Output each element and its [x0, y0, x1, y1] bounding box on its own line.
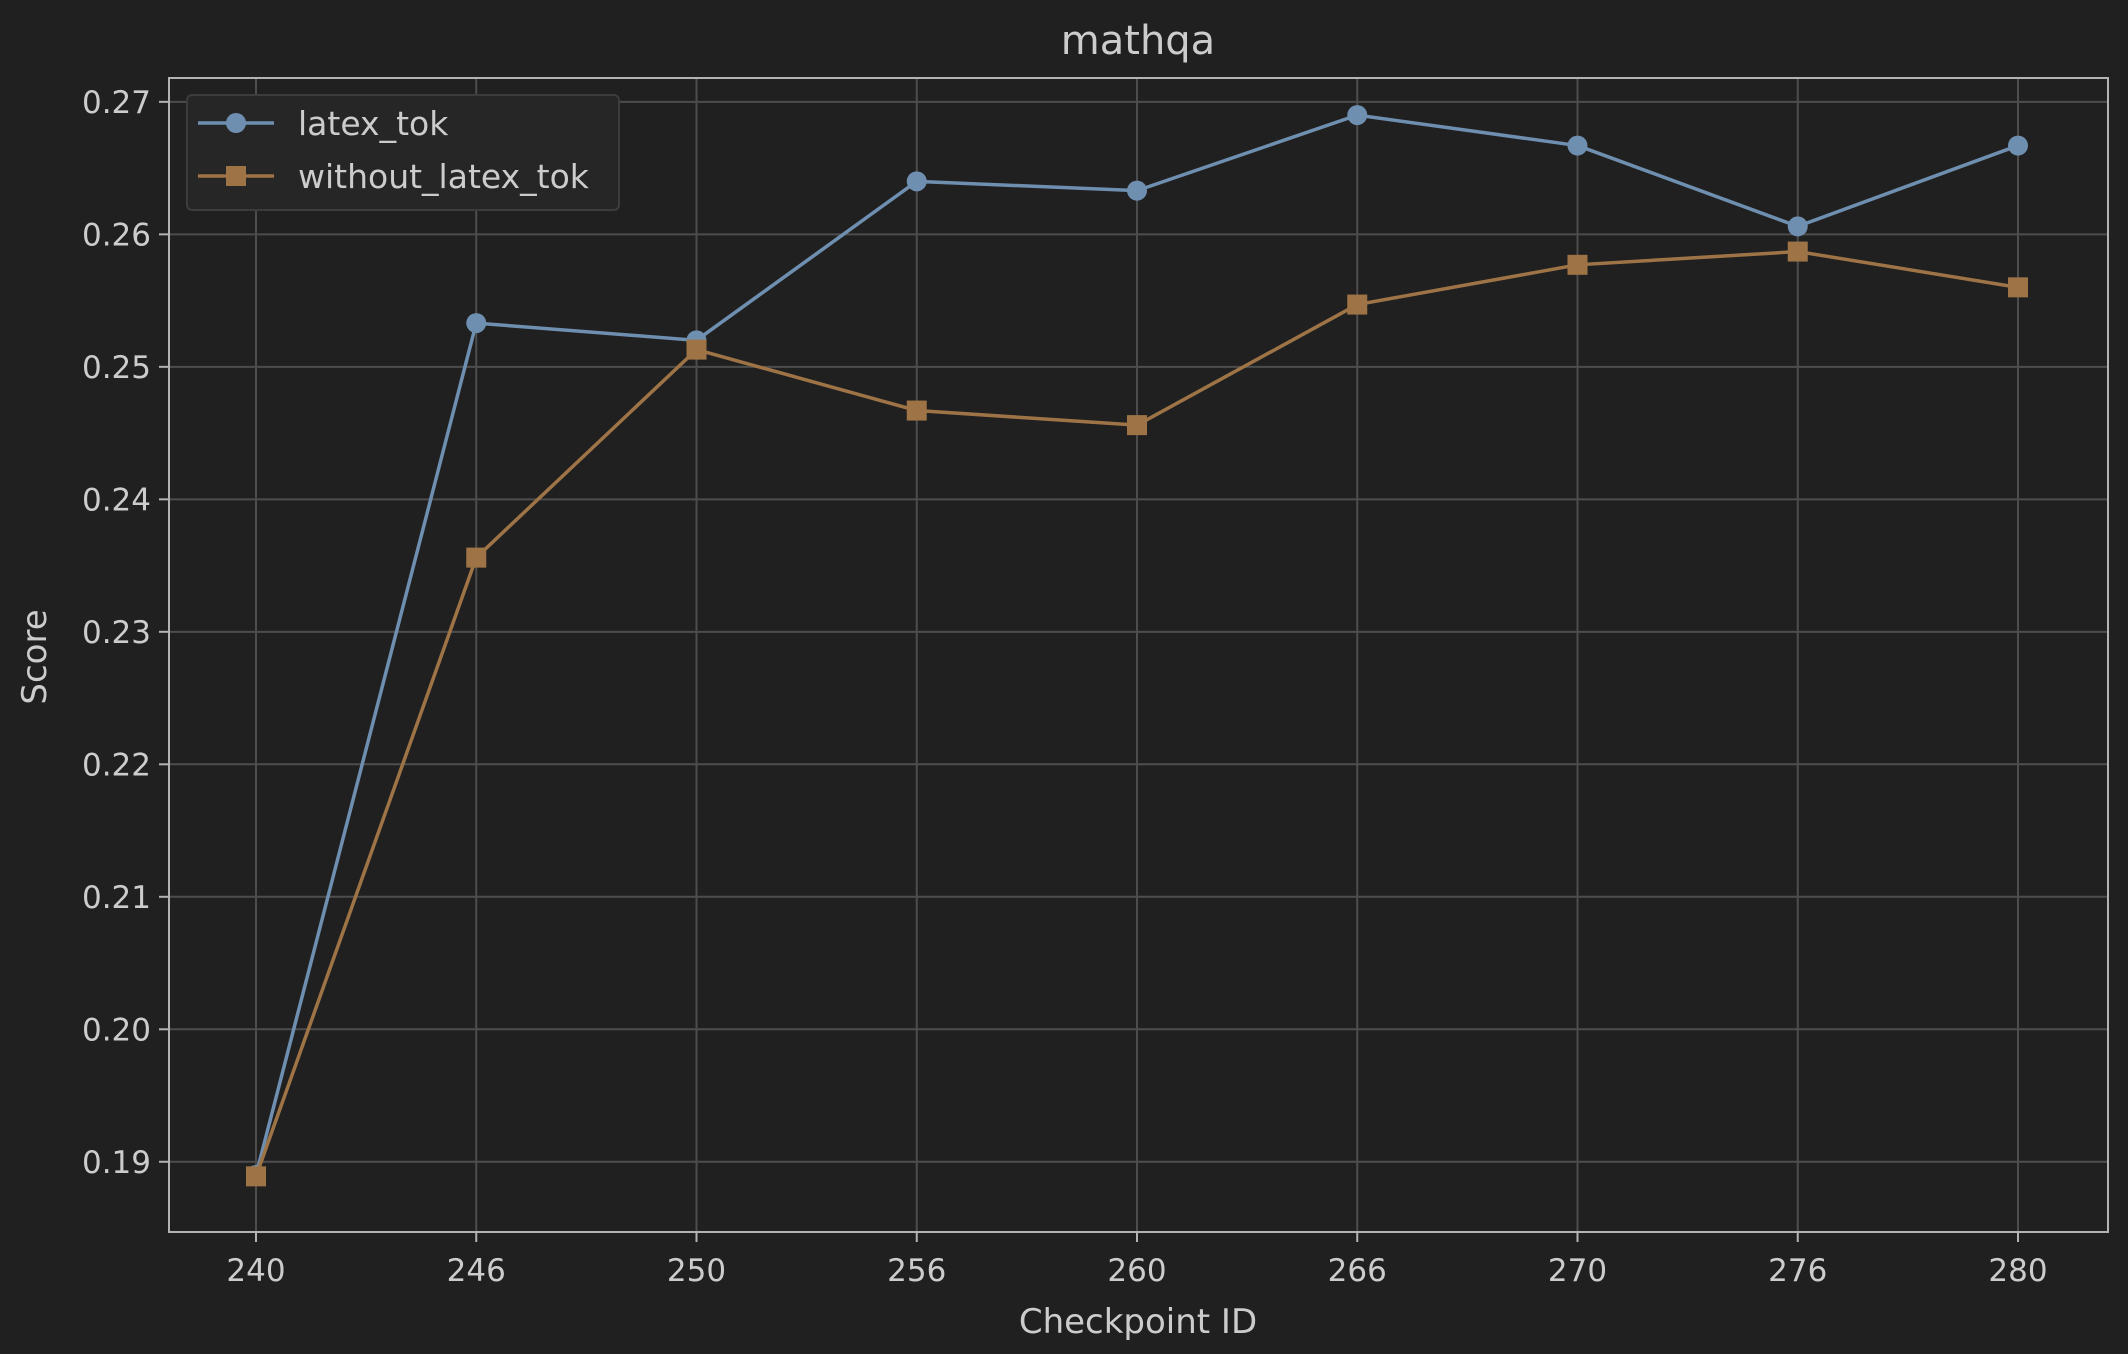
legend: latex_tok without_latex_tok	[186, 94, 620, 211]
legend-item: without_latex_tok	[198, 157, 590, 196]
data-point	[1127, 415, 1147, 436]
y-tick-label: 0.27	[82, 85, 151, 121]
plot-frame	[168, 77, 2109, 1233]
x-tick-label: 250	[667, 1253, 726, 1289]
y-tick-label: 0.20	[82, 1012, 151, 1048]
y-tick-label: 0.24	[82, 482, 151, 518]
y-tick-label: 0.21	[82, 880, 151, 916]
data-point	[906, 171, 927, 192]
y-axis-label: Score	[15, 609, 55, 704]
data-point	[2008, 277, 2028, 298]
x-tick-label: 270	[1548, 1253, 1607, 1289]
legend-marker	[226, 113, 246, 133]
data-point	[1787, 216, 1808, 237]
data-point	[1567, 254, 1588, 275]
axis-ticks: 240 246 250 256 260 266 270 276 280 0.19 0.20 0.21 0…	[82, 85, 2048, 1289]
y-tick-label: 0.19	[82, 1145, 151, 1181]
y-tick-label: 0.23	[82, 615, 151, 651]
legend-items: latex_tok without_latex_tok	[198, 104, 590, 196]
data-point	[1567, 135, 1588, 156]
series	[246, 105, 2028, 1187]
legend-box	[186, 94, 620, 211]
data-point	[2008, 135, 2028, 156]
data-point	[1127, 180, 1147, 201]
chart-title: mathqa	[1061, 18, 1215, 64]
grid	[169, 78, 2108, 1232]
x-tick-label: 260	[1107, 1253, 1166, 1289]
y-tick-label: 0.22	[82, 747, 151, 783]
data-point	[1347, 105, 1368, 126]
data-point	[466, 313, 487, 334]
x-tick-label: 266	[1328, 1253, 1387, 1289]
legend-label: latex_tok	[298, 104, 449, 143]
y-tick-label: 0.26	[82, 217, 151, 253]
data-point	[1787, 241, 1808, 262]
x-tick-label: 280	[1988, 1253, 2047, 1289]
y-tick-label: 0.25	[82, 350, 151, 386]
x-tick-label: 256	[887, 1253, 946, 1289]
legend-label: without_latex_tok	[298, 157, 590, 196]
data-point	[906, 400, 927, 421]
data-point	[1347, 294, 1368, 315]
x-tick-label: 276	[1768, 1253, 1827, 1289]
x-tick-label: 240	[226, 1253, 285, 1289]
data-point	[246, 1166, 266, 1187]
legend-item: latex_tok	[198, 104, 449, 143]
legend-marker	[226, 166, 246, 186]
x-axis-label: Checkpoint ID	[1019, 1302, 1257, 1342]
data-point	[686, 339, 707, 360]
x-tick-label: 246	[447, 1253, 506, 1289]
data-point	[466, 547, 487, 568]
series-without_latex_tok	[246, 241, 2028, 1187]
